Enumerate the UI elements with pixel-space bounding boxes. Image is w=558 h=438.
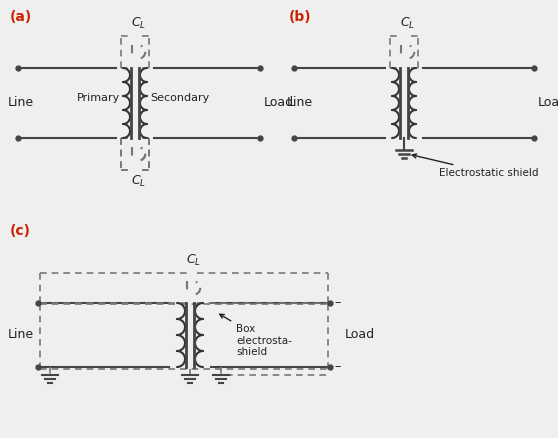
Text: Secondary: Secondary: [150, 93, 209, 103]
Text: $C_L$: $C_L$: [132, 174, 147, 189]
Text: Electrostatic shield: Electrostatic shield: [412, 154, 538, 178]
Text: $C_L$: $C_L$: [401, 16, 416, 31]
Text: Line: Line: [8, 328, 34, 342]
Text: (a): (a): [10, 10, 32, 24]
Text: Box
electrosta-
shield: Box electrosta- shield: [220, 314, 292, 357]
Text: –: –: [334, 297, 340, 310]
Text: $C_L$: $C_L$: [186, 253, 201, 268]
Text: Load: Load: [264, 96, 294, 110]
Text: Line: Line: [8, 96, 34, 110]
Text: (b): (b): [289, 10, 311, 24]
Text: Line: Line: [287, 96, 313, 110]
Text: (c): (c): [10, 224, 31, 238]
Text: Load: Load: [345, 328, 375, 342]
Text: Primary: Primary: [77, 93, 120, 103]
Text: –: –: [334, 360, 340, 374]
Text: $C_L$: $C_L$: [132, 16, 147, 31]
Text: Load: Load: [538, 96, 558, 110]
